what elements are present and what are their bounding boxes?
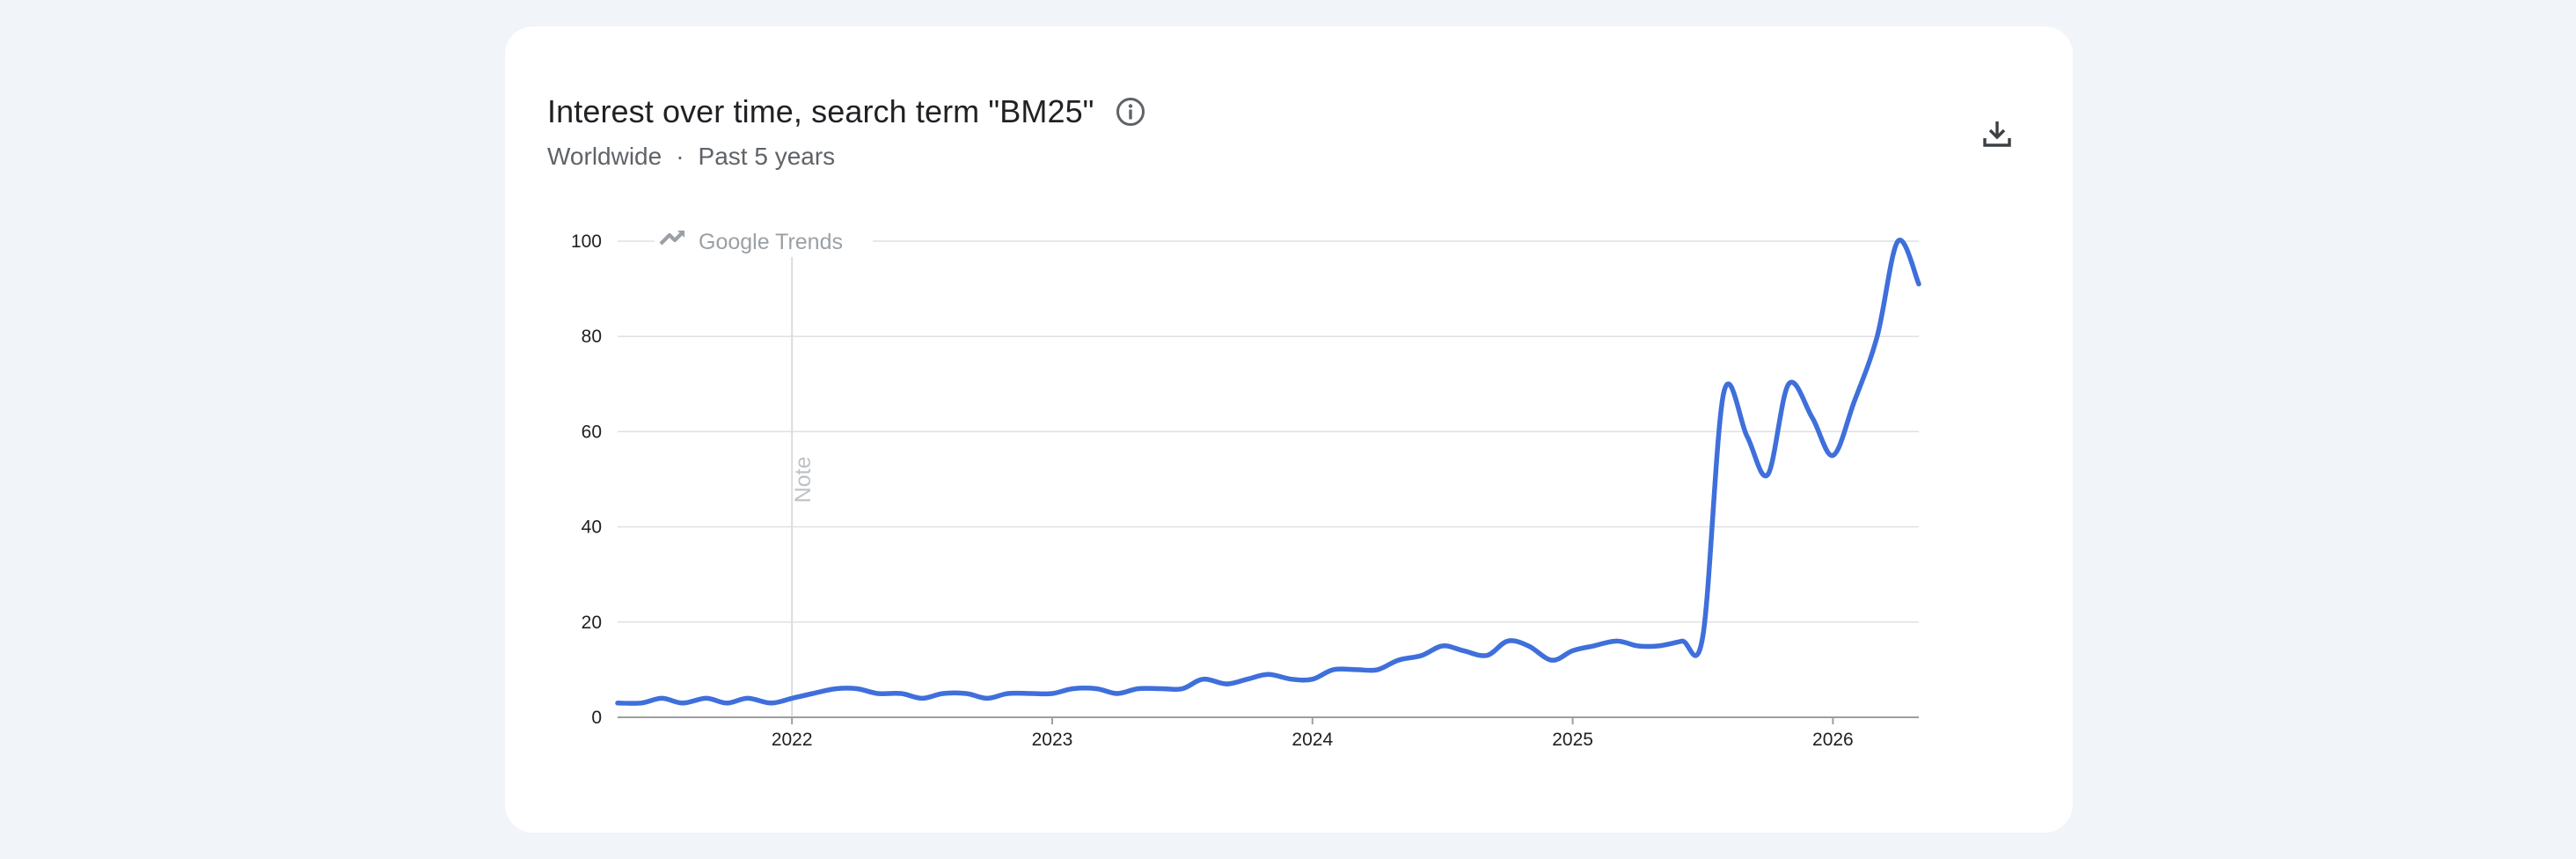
y-tick-label-60: 60 [582, 422, 602, 442]
download-button[interactable] [1974, 111, 2020, 157]
series-line-bm25[interactable] [615, 238, 1921, 706]
subtitle-separator: · [676, 143, 684, 170]
watermark-background [655, 225, 873, 257]
chart-title: Interest over time, search term "BM25" [547, 93, 1094, 129]
chart-header: Interest over time, search term "BM25" W… [547, 93, 1147, 171]
chart-card: Interest over time, search term "BM25" W… [505, 26, 2073, 833]
period-label[interactable]: Past 5 years [698, 143, 836, 170]
grid-lines [618, 240, 1919, 623]
y-tick-label-80: 80 [582, 327, 602, 347]
info-circle-icon[interactable] [1114, 95, 1147, 128]
watermark-label: Google Trends [699, 230, 843, 254]
note-annotation: Note [791, 241, 816, 717]
x-tick-label-2022: 2022 [772, 730, 813, 750]
interest-over-time-chart: 0 20 40 60 80 100 Note Google Trends 2022 2023… [571, 225, 1921, 750]
x-tick-label-2025: 2025 [1552, 730, 1593, 750]
x-tick-label-2026: 2026 [1812, 730, 1854, 750]
x-axis-ticks: 2022 2023 2024 2025 2026 [772, 717, 1854, 750]
note-label[interactable]: Note [791, 457, 816, 503]
y-tick-label-20: 20 [582, 613, 602, 633]
y-tick-label-0: 0 [591, 708, 602, 728]
y-tick-label-100: 100 [571, 231, 602, 252]
title-row: Interest over time, search term "BM25" [547, 93, 1147, 130]
region-label[interactable]: Worldwide [547, 143, 662, 170]
watermark: Google Trends [655, 225, 873, 257]
x-tick-label-2024: 2024 [1292, 730, 1333, 750]
trending-up-icon [659, 230, 685, 246]
y-axis-ticks: 0 20 40 60 80 100 [571, 231, 602, 728]
download-icon [1983, 121, 2011, 147]
chart-subtitle: Worldwide · Past 5 years [547, 143, 1147, 171]
x-tick-label-2023: 2023 [1032, 730, 1073, 750]
y-tick-label-40: 40 [582, 518, 602, 538]
